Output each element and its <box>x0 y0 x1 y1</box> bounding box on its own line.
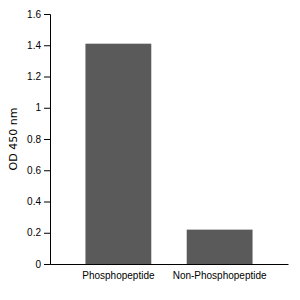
tick-mark <box>44 170 50 171</box>
tick: 0.6 <box>27 165 50 176</box>
tick: 1 <box>35 102 50 113</box>
tick-mark <box>44 77 50 78</box>
tick-label: 0.8 <box>27 134 41 145</box>
tick: Non-Phosphopeptide <box>173 270 267 281</box>
tick-mark <box>44 233 50 234</box>
tick-mark <box>44 14 50 15</box>
chart: 0 0.2 0.4 0.6 0.8 1 1.2 1.4 1.6 Phosphopeptide Non… <box>0 0 300 300</box>
tick-label: Non-Phosphopeptide <box>173 270 267 281</box>
y-axis-title: OD 450 nm <box>7 108 20 171</box>
tick: 0.2 <box>27 227 50 238</box>
bars <box>85 44 252 264</box>
y-axis: 0 0.2 0.4 0.6 0.8 1 1.2 1.4 1.6 <box>27 9 50 270</box>
axis-line <box>51 264 289 265</box>
tick-label: 1.4 <box>27 40 41 51</box>
x-axis: Phosphopeptide Non-Phosphopeptide <box>51 265 289 282</box>
tick-label: 1.6 <box>27 9 41 20</box>
tick: 1.2 <box>27 71 50 82</box>
tick: 0 <box>35 259 50 270</box>
bar <box>187 230 253 264</box>
tick-label: 0 <box>35 259 41 270</box>
tick-label: 0.4 <box>27 196 41 207</box>
tick: 1.6 <box>27 9 50 20</box>
tick-mark <box>44 264 50 265</box>
tick-label: 0.2 <box>27 227 41 238</box>
tick: 0.4 <box>27 196 50 207</box>
axis-line <box>44 15 51 265</box>
tick-mark <box>44 202 50 203</box>
tick-mark <box>44 139 50 140</box>
tick-mark <box>44 45 50 46</box>
bar <box>85 44 151 264</box>
tick-label: 1 <box>35 102 41 113</box>
tick-mark <box>44 108 50 109</box>
tick-label: 0.6 <box>27 165 41 176</box>
tick-label: 1.2 <box>27 71 41 82</box>
tick: Phosphopeptide <box>82 270 155 281</box>
plot-area: 0 0.2 0.4 0.6 0.8 1 1.2 1.4 1.6 Phosphopeptide Non… <box>27 9 288 281</box>
tick-label: Phosphopeptide <box>82 270 155 281</box>
tick: 1.4 <box>27 40 50 51</box>
tick: 0.8 <box>27 134 50 145</box>
